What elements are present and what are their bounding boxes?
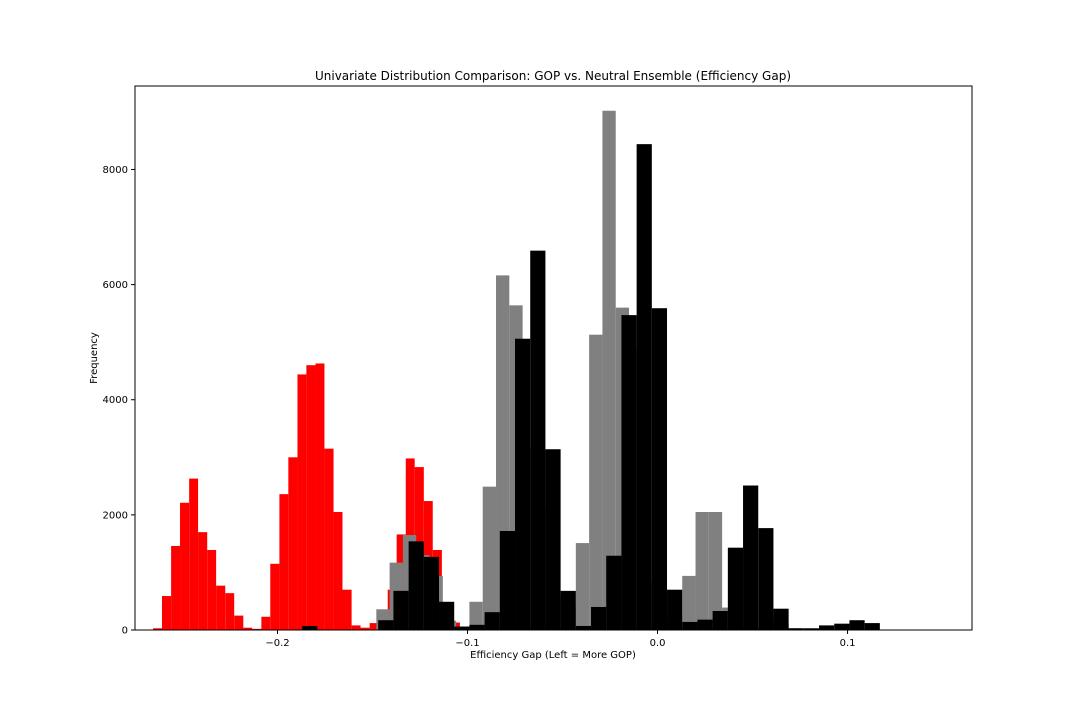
histogram-bar	[803, 628, 820, 630]
histogram-bar	[302, 625, 318, 630]
histogram-bar	[788, 628, 804, 630]
histogram-bar	[560, 590, 576, 630]
histogram-bar	[743, 485, 759, 630]
x-axis: −0.2 −0.1 0.0 0.1	[265, 630, 855, 649]
histogram-bar	[180, 502, 190, 630]
histogram-bar	[153, 628, 162, 630]
histogram-bar	[530, 250, 546, 630]
histogram-bar	[575, 543, 590, 630]
histogram-bar	[423, 556, 440, 630]
histogram-bar	[454, 626, 470, 630]
histogram-bar	[482, 486, 497, 630]
histogram-bar	[324, 448, 334, 630]
histogram-bar	[682, 621, 698, 630]
histogram-bar	[667, 589, 683, 630]
histogram-bar	[378, 620, 394, 630]
y-tick-label: 8000	[103, 165, 128, 176]
histogram-bar	[712, 611, 728, 630]
histogram-bar	[773, 608, 789, 630]
histogram-bar	[161, 596, 172, 630]
y-tick-label: 2000	[103, 510, 128, 521]
histogram-bar	[469, 601, 483, 630]
histogram-bar	[225, 593, 235, 630]
histogram-bar	[819, 625, 835, 630]
histogram-bar	[708, 511, 723, 630]
histogram-bar	[234, 615, 244, 630]
histogram-bar	[499, 530, 516, 630]
histogram-bar	[545, 449, 561, 630]
bars-layer	[153, 110, 880, 630]
y-tick-label: 4000	[103, 395, 128, 406]
x-tick-label: −0.1	[455, 638, 479, 649]
y-tick-label: 0	[122, 626, 128, 637]
histogram-bar	[621, 315, 637, 630]
plot-frame	[134, 85, 973, 631]
histogram-bar	[198, 532, 208, 630]
histogram-bar	[589, 334, 603, 630]
y-axis: 0 2000 4000 6000 8000	[103, 165, 135, 637]
series-2	[302, 144, 880, 630]
histogram-bar	[306, 365, 316, 630]
histogram-bar	[393, 590, 409, 630]
x-tick-label: 0.1	[840, 638, 856, 649]
histogram-bar	[243, 627, 253, 630]
histogram-bar	[261, 616, 271, 630]
histogram-bar	[270, 563, 280, 630]
histogram-bar	[697, 619, 713, 630]
histogram-bar	[651, 308, 668, 630]
histogram-bar	[515, 338, 531, 630]
histogram-bar	[469, 624, 485, 630]
histogram-bar	[297, 374, 307, 630]
histogram-bar	[216, 585, 226, 630]
histogram-bar	[171, 545, 181, 630]
y-axis-label: Frequency	[89, 332, 100, 384]
histogram-bar	[207, 549, 217, 630]
x-axis-label: Efficiency Gap (Left = More GOP)	[470, 650, 636, 661]
histogram-bar	[682, 575, 696, 630]
histogram-bar	[342, 589, 352, 630]
histogram-bar	[189, 478, 199, 630]
histogram-bar	[351, 625, 361, 630]
histogram-bar	[575, 625, 592, 630]
x-tick-label: 0.0	[650, 638, 666, 649]
histogram-bar	[695, 511, 709, 630]
histogram-bar	[602, 110, 616, 630]
chart-title: Univariate Distribution Comparison: GOP …	[315, 69, 791, 83]
histogram-bar	[288, 457, 298, 630]
x-tick-label: −0.2	[265, 638, 289, 649]
histogram-bar	[727, 547, 744, 630]
histogram-bar	[849, 620, 865, 630]
histogram-bar	[279, 494, 289, 630]
histogram-bar	[360, 627, 370, 630]
histogram-bar	[408, 541, 424, 630]
y-tick-label: 6000	[103, 280, 128, 291]
histogram-bar	[333, 511, 343, 630]
histogram-bar	[606, 555, 622, 630]
histogram-bar	[439, 601, 455, 630]
histogram-bar	[758, 528, 774, 630]
histogram-bar	[315, 363, 325, 630]
histogram-bar	[864, 623, 880, 630]
histogram-bar	[484, 612, 500, 630]
histogram-bar	[834, 623, 850, 630]
histogram-bar	[369, 623, 379, 630]
histogram-bar	[252, 628, 262, 630]
histogram-bar	[591, 606, 607, 630]
histogram-bar	[636, 144, 652, 630]
